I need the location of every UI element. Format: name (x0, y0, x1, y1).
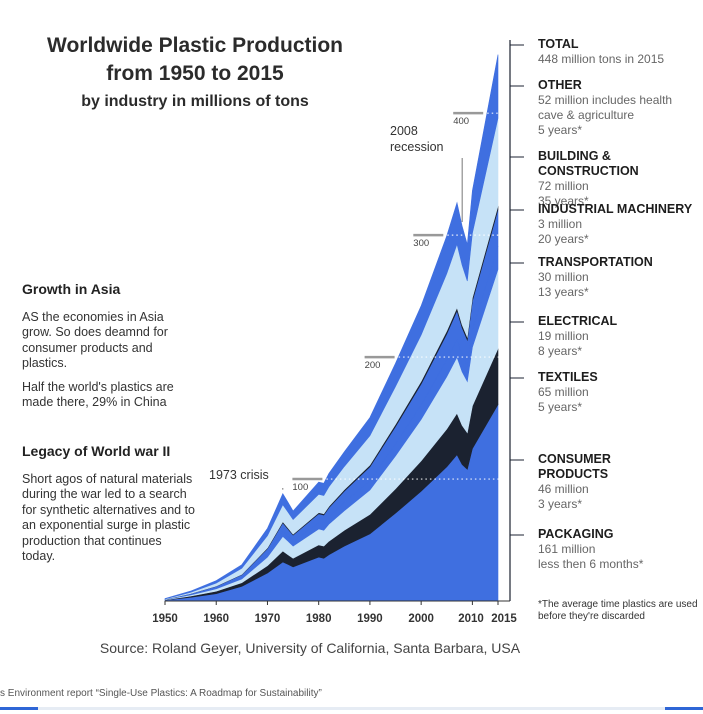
ww2-heading: Legacy of World war II (22, 443, 171, 459)
x-tick-label: 2000 (408, 613, 434, 625)
legend-item-name: ELECTRICAL (538, 314, 618, 328)
y-tick-label: 400 (453, 116, 469, 127)
legend-item: TEXTILES 65 million 5 years* (538, 370, 703, 415)
legend-tick-marks (510, 44, 524, 536)
legend-item: PACKAGING 161 million less then 6 months* (538, 527, 703, 572)
legend-item: ELECTRICAL 19 million 8 years* (538, 314, 703, 359)
legend-item-detail: 72 million 35 years* (538, 179, 589, 208)
area-other (164, 54, 499, 600)
reference-dotted-lines (326, 112, 510, 480)
legend-item-detail: 448 million tons in 2015 (538, 52, 665, 66)
report-caption: s Environment report “Single-Use Plastic… (0, 688, 322, 699)
chart-title: Worldwide Plastic Production from 1950 t… (20, 32, 370, 114)
y-tick-label: 300 (413, 238, 429, 249)
legend-item: BUILDING & CONSTRUCTION 72 million 35 yea… (538, 149, 703, 209)
x-tick-label: 2010 (458, 613, 484, 625)
legend-item-detail: 52 million includes health cave & agricu… (538, 93, 673, 137)
asia-paragraph-2: Half the world's plastics are made there… (22, 379, 174, 410)
x-axis-ticks: 1950 1960 1970 1980 1990 2000 2010 2015 (152, 601, 517, 625)
title-line-1: Worldwide Plastic Production (47, 34, 343, 57)
legend-item: INDUSTRIAL MACHINERY 3 million 20 years* (538, 202, 703, 247)
legend-item-name: INDUSTRIAL MACHINERY (538, 202, 693, 216)
legend-item-name: OTHER (538, 78, 582, 92)
event-annotations: 1973 crisis 2008 recession (209, 124, 463, 490)
area-layers (164, 54, 499, 602)
y-tick-label: 100 (292, 482, 308, 493)
annotation-1973-crisis: 1973 crisis (209, 468, 269, 482)
legend-item-name: TOTAL (538, 37, 579, 51)
annotation-2008-recession-line2: recession (390, 140, 444, 154)
legend-item-detail: 46 million 3 years* (538, 482, 589, 511)
ww2-note: Legacy of World war II Short agos of nat… (22, 443, 197, 573)
legend-item: OTHER 52 million includes health cave & a… (538, 78, 703, 138)
legend-item-name: BUILDING & CONSTRUCTION (538, 149, 639, 178)
asia-note: Growth in Asia AS the economies in Asia … (22, 281, 197, 419)
asia-paragraph-1: AS the economies in Asia grow. So does d… (22, 309, 168, 371)
y-tick-label: 200 (365, 360, 381, 371)
x-tick-label: 1960 (203, 613, 229, 625)
x-tick-label: 1950 (152, 613, 178, 625)
annotation-2008-recession: 2008 (390, 124, 418, 138)
legend-item-detail: 3 million 20 years* (538, 217, 589, 246)
legend-item: TOTAL 448 million tons in 2015 (538, 37, 703, 67)
subtitle: by industry in millions of tons (81, 93, 309, 110)
legend-item-detail: 19 million 8 years* (538, 329, 589, 358)
source-credit: Source: Roland Geyer, University of Cali… (99, 640, 521, 656)
legend-item: TRANSPORTATION 30 million 13 years* (538, 255, 703, 300)
legend-item-name: TRANSPORTATION (538, 255, 653, 269)
legend-item: CONSUMER PRODUCTS 46 million 3 years* (538, 452, 703, 512)
x-tick-label: 1970 (255, 613, 281, 625)
legend-item-detail: 161 million less then 6 months* (538, 542, 644, 571)
ww2-paragraph: Short agos of natural materials during t… (22, 471, 196, 564)
legend-item-detail: 65 million 5 years* (538, 385, 589, 414)
x-tick-label: 2015 (491, 613, 517, 625)
legend-item-name: PACKAGING (538, 527, 614, 541)
legend-item-name: TEXTILES (538, 370, 598, 384)
bottom-scroll-bar (0, 707, 703, 710)
legend-item-detail: 30 million 13 years* (538, 270, 589, 299)
asia-heading: Growth in Asia (22, 281, 121, 297)
footnote: *The average time plastics are used befo… (538, 599, 698, 622)
title-line-2: from 1950 to 2015 (106, 62, 284, 85)
x-tick-label: 1980 (306, 613, 332, 625)
x-tick-label: 1990 (357, 613, 383, 625)
legend-item-name: CONSUMER PRODUCTS (538, 452, 611, 481)
y-axis-ticks: 100 200 300 400 (292, 111, 484, 493)
